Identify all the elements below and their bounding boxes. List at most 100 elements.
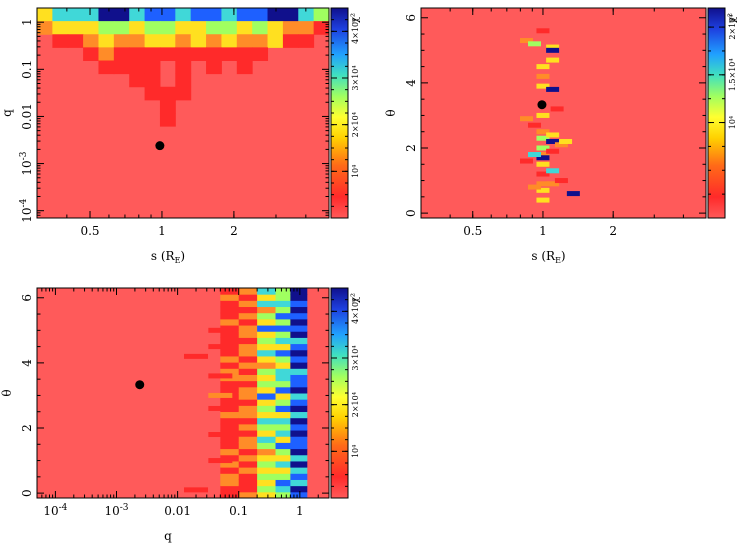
heatmap-cell: [220, 312, 240, 320]
tick-label-exponent: -3: [120, 503, 129, 513]
heatmap-cell: [220, 467, 240, 474]
y-axis-label: θ: [0, 389, 14, 396]
heatmap-cell: [236, 60, 253, 75]
heatmap-cell: [175, 73, 192, 88]
heatmap-cell: [275, 393, 291, 400]
heatmap-cell: [220, 380, 240, 388]
heatmap-cell: [220, 448, 240, 456]
heatmap-cell: [238, 368, 258, 375]
x-axis-label-close: ): [561, 249, 566, 263]
heatmap-cell: [98, 8, 115, 22]
tick-label: 4: [404, 79, 418, 87]
colorbar-title: χ²: [350, 293, 361, 303]
heatmap-cell: [536, 64, 550, 70]
heatmap-cell: [113, 60, 130, 75]
heatmap-cell: [220, 411, 240, 419]
heatmap-cell: [282, 8, 299, 22]
heatmap-cell: [220, 368, 240, 375]
x-axis-label: s (RE): [531, 249, 565, 265]
heatmap-cell: [290, 318, 308, 326]
heatmap-cell: [298, 21, 315, 35]
heatmap-cell: [275, 355, 291, 363]
tick-label: 0.5: [80, 224, 99, 238]
heatmap-cell: [236, 47, 253, 61]
heatmap-cell: [144, 47, 161, 61]
heatmap-cell: [536, 197, 550, 203]
heatmap-cell: [550, 106, 564, 112]
heatmap-cell: [238, 349, 258, 357]
heatmap-cell: [238, 362, 258, 369]
tick-label: 1: [296, 504, 304, 518]
heatmap-cell: [528, 41, 542, 47]
heatmap-cell: [208, 432, 233, 438]
heatmap-cell: [257, 485, 277, 493]
y-axis-label: q: [0, 109, 14, 117]
heatmap-cell: [257, 300, 277, 308]
heatmap-cell: [113, 47, 130, 61]
heatmap-cell: [290, 374, 308, 382]
heatmap-cell: [257, 312, 277, 320]
colorbar-tick-label: 2×10⁴: [728, 14, 737, 39]
heatmap-cell: [554, 142, 568, 148]
heatmap-cell: [238, 399, 258, 406]
heatmap-cell: [52, 8, 69, 22]
tick-label: 10-3: [19, 151, 34, 175]
heatmap-cell: [313, 8, 330, 22]
best-fit-point: [155, 141, 165, 151]
heatmap-cell: [519, 158, 533, 164]
heatmap-cell: [275, 343, 291, 351]
heatmap-cell: [282, 21, 299, 35]
heatmap-cell: [238, 312, 258, 320]
heatmap-cell: [257, 399, 277, 406]
heatmap-cell: [290, 448, 308, 456]
heatmap-cell: [257, 337, 277, 345]
heatmap-cell: [221, 34, 238, 48]
heatmap-cell: [275, 467, 291, 474]
tick-label: 6: [404, 14, 418, 22]
heatmap-cell: [257, 448, 277, 456]
heatmap-cell: [236, 8, 253, 22]
tick-label-exponent: -3: [19, 151, 29, 160]
heatmap-cell: [257, 294, 277, 301]
heatmap-cell: [238, 380, 258, 388]
heatmap-cell: [220, 485, 240, 493]
heatmap-cell: [275, 405, 291, 413]
heatmap-cell: [275, 374, 291, 382]
heatmap-cell: [220, 300, 240, 308]
heatmap-cell: [129, 21, 146, 35]
heatmap-cell: [519, 38, 533, 44]
heatmap-cell: [536, 171, 550, 177]
colorbar-tick-label: 3×10⁴: [351, 345, 360, 370]
heatmap-cell: [566, 191, 580, 197]
heatmap-cell: [257, 380, 277, 388]
heatmap-cell: [275, 349, 291, 357]
heatmap-cell: [275, 294, 291, 301]
heatmap-cell: [290, 386, 308, 394]
colorbar-tick-label: 2×10⁴: [351, 112, 360, 137]
heatmap-cell: [238, 386, 258, 394]
heatmap-cell: [275, 306, 291, 314]
tick-label: 10-4: [19, 198, 34, 222]
heatmap-cell: [298, 8, 315, 22]
heatmap-cell: [220, 355, 240, 363]
heatmap-cell: [290, 355, 308, 363]
heatmap-cell: [98, 21, 115, 35]
x-axis-label-subscript: E: [175, 256, 181, 265]
heatmap-cell: [221, 47, 238, 61]
heatmap-cell: [528, 184, 542, 190]
heatmap-cell: [129, 47, 146, 61]
heatmap-cells: [519, 28, 580, 203]
heatmap-cell: [290, 312, 308, 320]
heatmap-cell: [236, 21, 253, 35]
heatmap-cell: [144, 8, 161, 22]
heatmap-cell: [257, 423, 277, 431]
heatmap-cell: [275, 485, 291, 493]
heatmap-cell: [98, 47, 115, 61]
heatmap-cell: [298, 34, 315, 48]
heatmap-cell: [257, 331, 277, 338]
heatmap-cell: [275, 288, 291, 295]
heatmap-cell: [175, 21, 192, 35]
heatmap-cell: [290, 393, 308, 400]
heatmap-cell: [257, 349, 277, 357]
heatmap-cell: [220, 399, 240, 406]
